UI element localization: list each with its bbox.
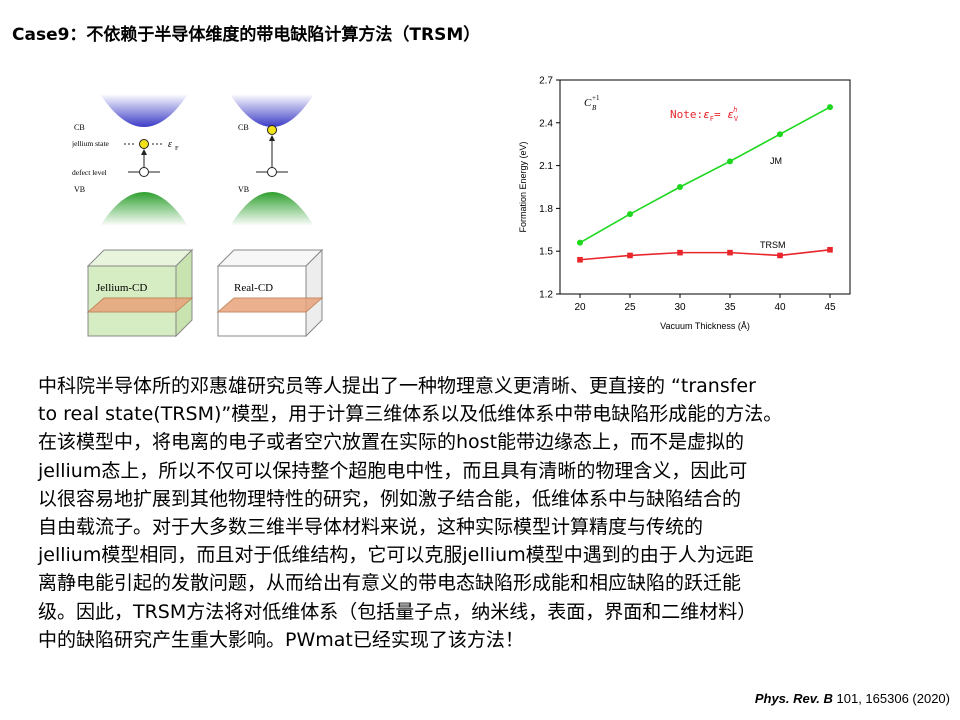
data-point-jm xyxy=(677,184,683,190)
data-point-jm xyxy=(827,104,833,111)
cb-label-right: CB xyxy=(238,123,249,132)
y-tick-label: 2.1 xyxy=(539,161,553,172)
x-tick-label: 20 xyxy=(574,302,586,313)
y-tick-label: 2.4 xyxy=(539,118,553,129)
y-tick-label: 1.5 xyxy=(539,247,553,258)
defect-level-label: defect level xyxy=(72,168,107,177)
vb-band-left xyxy=(100,192,188,226)
data-point-jm xyxy=(627,211,633,218)
x-tick-label: 40 xyxy=(774,302,786,313)
slide-title: Case9：不依赖于半导体维度的带电缺陷计算方法（TRSM） xyxy=(12,25,481,45)
body-line: to real state(TRSM)”模型，用于计算三维体系以及低维体系中带电… xyxy=(38,403,783,426)
data-point-trsm xyxy=(627,252,633,259)
body-line: 在该模型中，将电离的电子或者空穴放置在实际的host能带边缘态上，而不是虚拟的 xyxy=(38,431,745,454)
y-tick-label: 1.8 xyxy=(539,204,553,215)
cb-band-right xyxy=(230,94,314,127)
body-line: 中科院半导体所的邓惠雄研究员等人提出了一种物理意义更清晰、更直接的 “trans… xyxy=(38,375,756,397)
data-point-trsm xyxy=(777,252,783,259)
data-point-trsm xyxy=(827,246,833,253)
electron-icon xyxy=(139,139,149,149)
data-point-jm xyxy=(577,239,583,246)
data-point-jm xyxy=(777,131,783,138)
data-point-trsm xyxy=(727,249,733,256)
body-line: jellium态上，所以不仅可以保持整个超胞电中性，而且具有清晰的物理含义，因此… xyxy=(38,459,748,482)
body-line: 以很容易地扩展到其他物理特性的研究，例如激子结合能，低维体系中与缺陷结合的 xyxy=(38,487,742,510)
fermi-sub: F xyxy=(175,145,179,152)
defect-level-icon xyxy=(139,167,149,177)
data-point-trsm xyxy=(677,249,683,256)
citation-journal: Phys. Rev. B xyxy=(754,691,833,706)
svg-text:Note:εF= εVh: Note:εF= εVh xyxy=(670,106,739,123)
jellium-cd-box: Jellium-CD xyxy=(86,248,194,338)
note-annotation: Note:εF= εVh xyxy=(670,106,739,123)
note-eps-f-sub: F xyxy=(710,115,714,123)
defect-level-icon-right xyxy=(267,167,277,177)
jellium-state-label: jellium state xyxy=(72,139,110,148)
series-line-trsm xyxy=(579,248,831,261)
body-line: 离静电能引起的发散问题，从而给出有意义的带电态缺陷形成能和相应缺陷的跃迁能 xyxy=(38,572,742,595)
data-point-jm xyxy=(727,158,733,165)
legend-trsm: TRSM xyxy=(760,240,786,250)
data-point-trsm xyxy=(577,256,583,263)
citation: Phys. Rev. B 101, 165306 (2020) xyxy=(755,691,950,706)
x-tick-label: 45 xyxy=(824,302,836,313)
real-cd-box: Real-CD xyxy=(216,248,324,338)
x-axis-label: Vacuum Thickness (Å) xyxy=(660,321,750,331)
body-paragraph: 中科院半导体所的邓惠雄研究员等人提出了一种物理意义更清晰、更直接的 “trans… xyxy=(38,372,930,654)
body-line: 中的缺陷研究产生重大影响。PWmat已经实现了该方法！ xyxy=(38,628,524,651)
note-eq: = xyxy=(714,108,727,121)
electron-icon-right xyxy=(267,125,277,135)
y-tick-label: 2.7 xyxy=(539,76,553,87)
formation-energy-chart: 20 25 30 35 40 45 1.2 1.5 1.8 2.1 2.4 2.7 Formation… xyxy=(518,76,851,331)
band-schematic-figure: CB VB jellium state defect level ε F CB … xyxy=(72,94,324,338)
y-axis-label: Formation Energy (eV) xyxy=(518,141,528,232)
fermi-label: ε xyxy=(168,139,172,150)
series-line-jm xyxy=(579,106,831,244)
defect-sub: B xyxy=(592,104,597,112)
note-eps-v-sup: h xyxy=(733,106,737,114)
body-line: 级。因此，TRSM方法将对低维体系（包括量子点，纳米线，表面，界面和二维材料） xyxy=(38,600,757,623)
x-tick-label: 25 xyxy=(624,302,636,313)
note-eps-v: ε xyxy=(727,108,734,121)
box-right-label: Real-CD xyxy=(234,282,273,294)
note-eps-v-sub: V xyxy=(734,115,739,123)
vb-label-right: VB xyxy=(238,185,249,194)
cb-band-left xyxy=(100,94,188,127)
body-line: jellium模型相同，而且对于低维结构，它可以克服jellium模型中遇到的由… xyxy=(38,544,754,567)
x-tick-label: 35 xyxy=(724,302,736,313)
cb-label: CB xyxy=(74,123,85,132)
note-prefix: Note: xyxy=(670,108,703,121)
defect-sup: +1 xyxy=(592,94,600,102)
citation-details: 101, 165306 (2020) xyxy=(832,691,951,706)
defect-base: C xyxy=(584,97,592,109)
body-line: 自由载流子。对于大多数三维半导体材料来说，这种实际模型计算精度与传统的 xyxy=(38,516,704,539)
y-tick-label: 1.2 xyxy=(539,290,553,301)
plot-area xyxy=(559,79,851,295)
vb-band-right xyxy=(230,192,314,226)
legend-jm: JM xyxy=(770,156,782,166)
note-eps-f: ε xyxy=(703,108,710,121)
x-tick-label: 30 xyxy=(674,302,686,313)
vb-label: VB xyxy=(74,185,85,194)
defect-annotation: C B +1 xyxy=(584,94,600,112)
box-left-label: Jellium-CD xyxy=(96,282,147,294)
